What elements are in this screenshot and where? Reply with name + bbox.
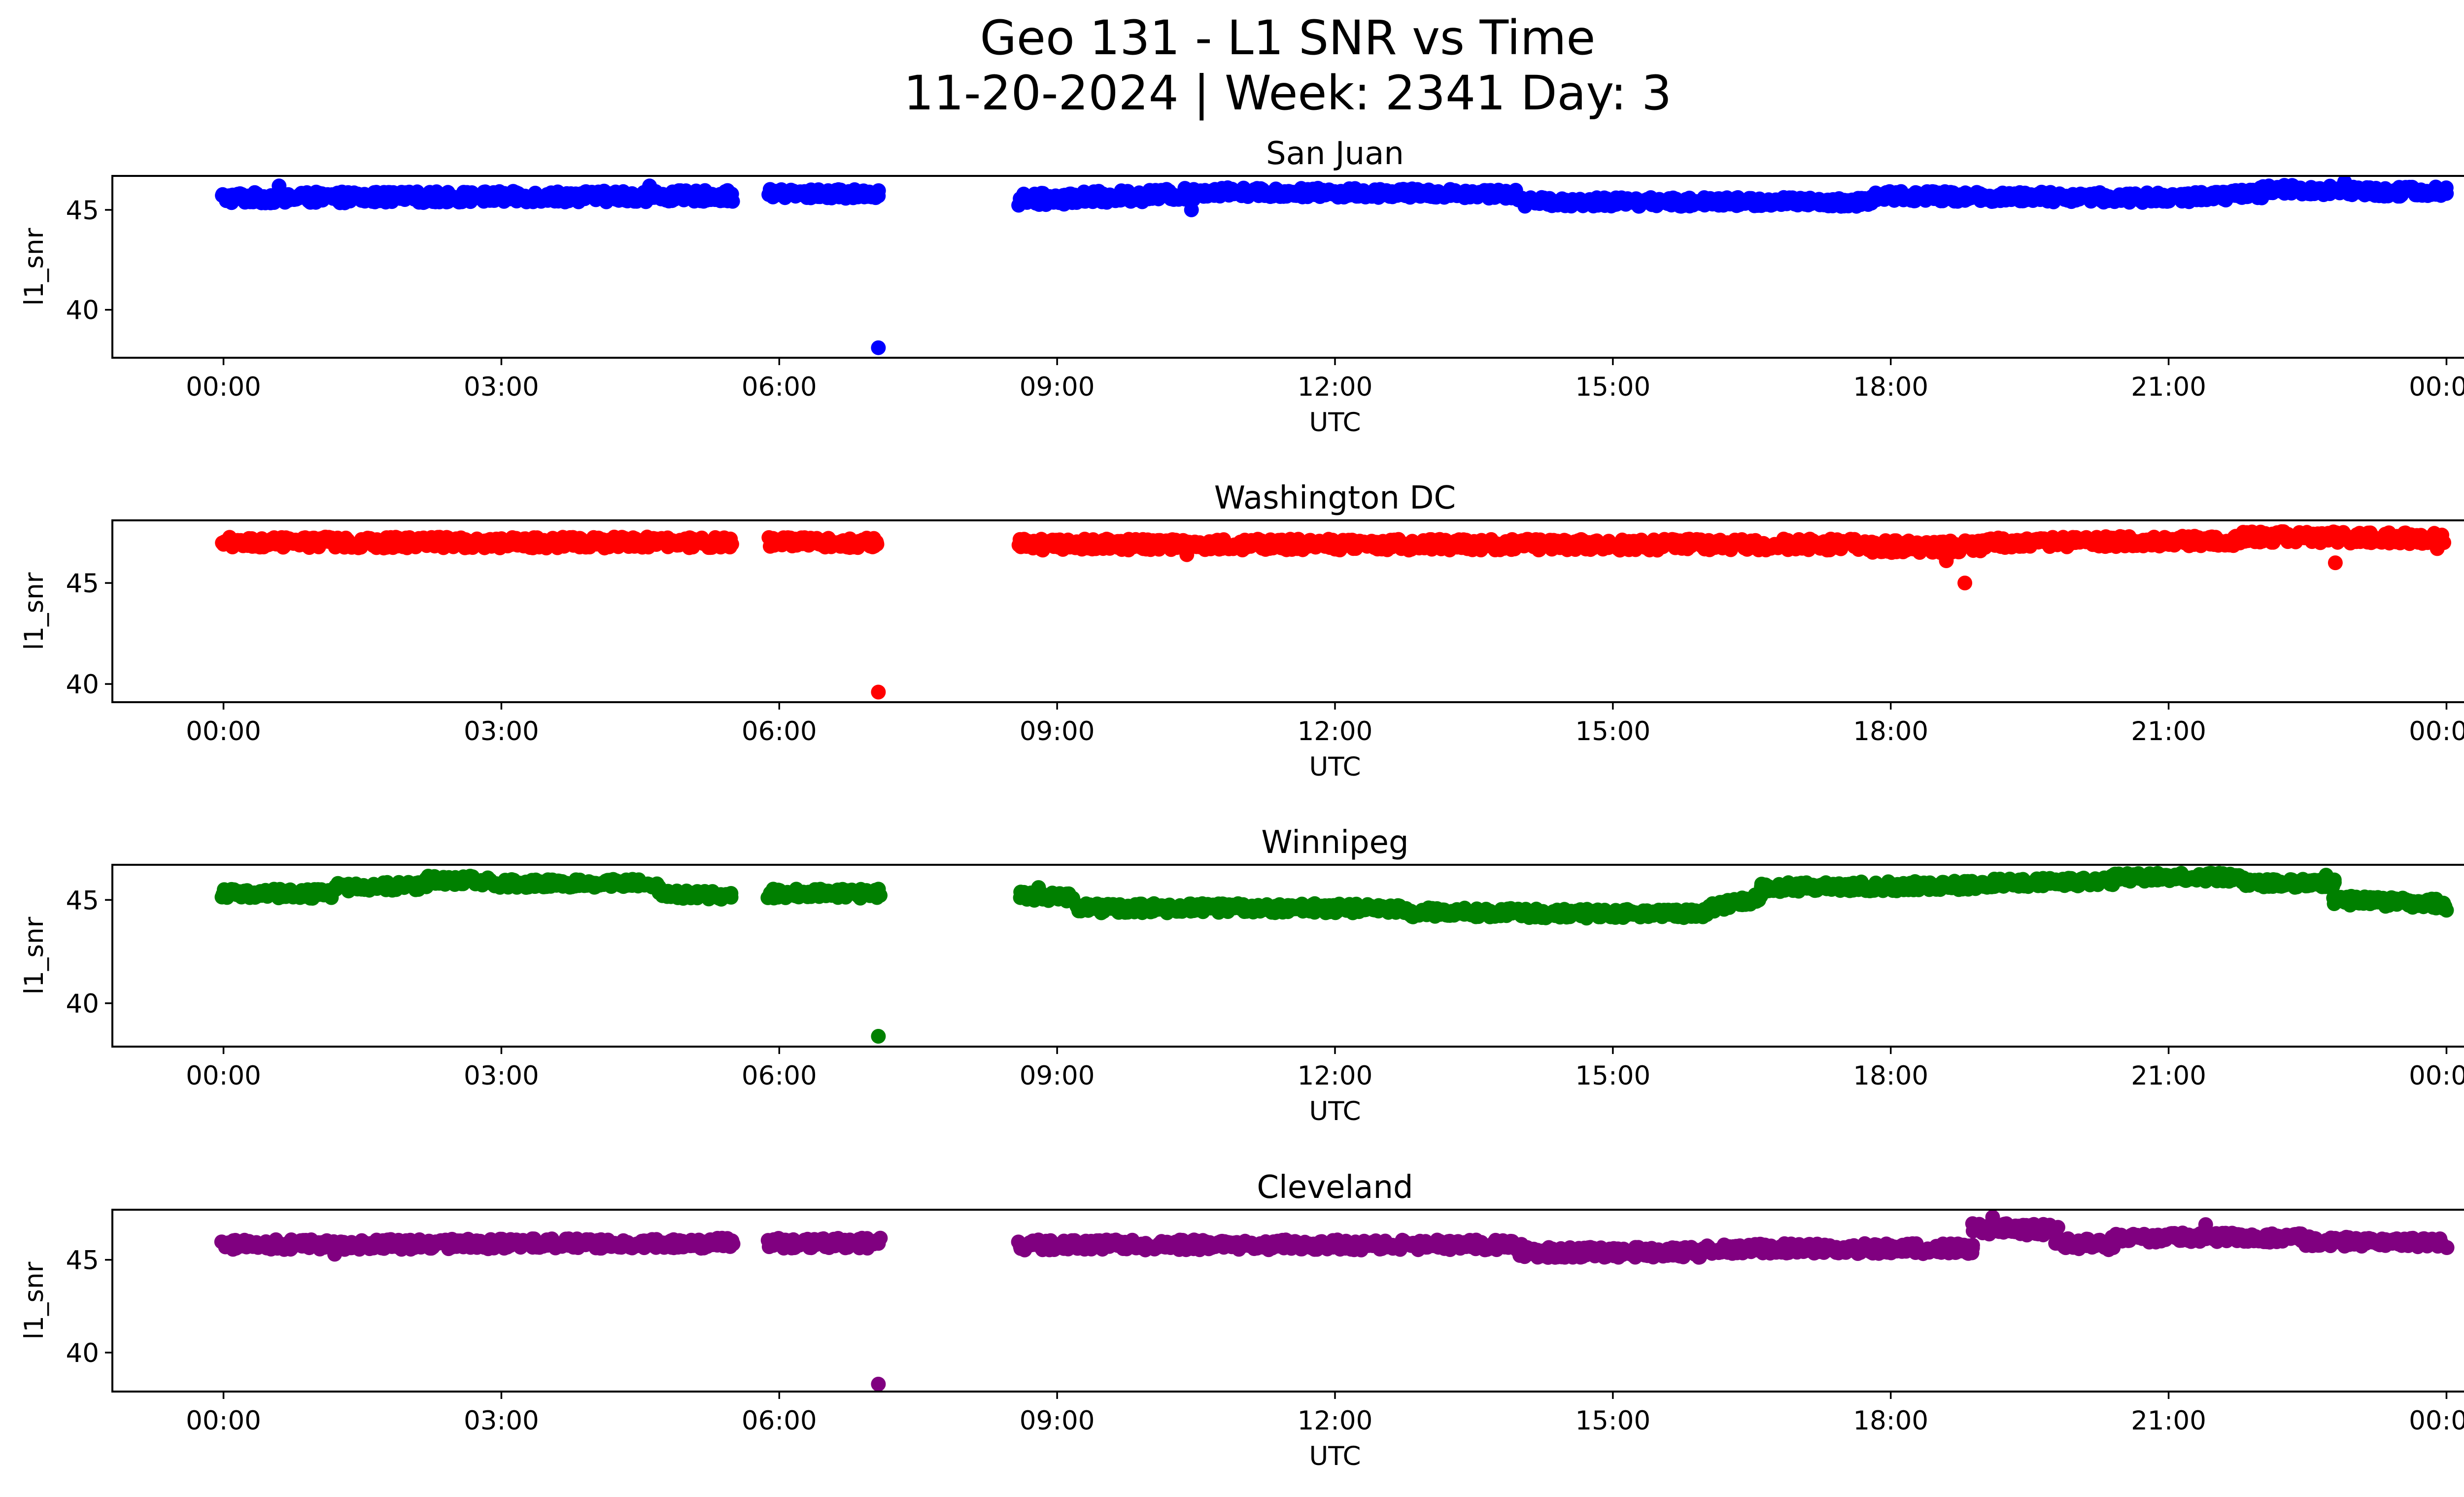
outlier-point bbox=[272, 178, 286, 193]
x-axis-label: UTC bbox=[1309, 752, 1361, 782]
x-tick-label: 21:00 bbox=[2131, 1061, 2206, 1091]
x-tick-label: 00:00 bbox=[2409, 716, 2464, 747]
x-axis-label: UTC bbox=[1309, 408, 1361, 438]
x-axis-label: UTC bbox=[1309, 1096, 1361, 1126]
y-tick-label: 45 bbox=[66, 569, 99, 599]
data-band-11 bbox=[1754, 874, 1990, 899]
x-tick-label: 06:00 bbox=[742, 372, 817, 402]
data-band-6 bbox=[1864, 184, 2176, 210]
outlier-point bbox=[871, 1029, 886, 1044]
x-tick-label: 12:00 bbox=[1298, 1061, 1373, 1091]
outlier-point bbox=[1184, 203, 1199, 217]
x-tick-label: 12:00 bbox=[1298, 372, 1373, 402]
outlier-point bbox=[871, 685, 886, 700]
data-band-2 bbox=[761, 530, 884, 555]
outlier-point bbox=[1939, 553, 1954, 568]
x-tick-label: 18:00 bbox=[1853, 716, 1928, 747]
outlier-point bbox=[871, 340, 886, 355]
x-tick-label: 15:00 bbox=[1575, 1061, 1650, 1091]
data-band-6 bbox=[760, 882, 888, 905]
data-point bbox=[726, 1236, 741, 1251]
data-point bbox=[721, 889, 736, 904]
x-tick-label: 09:00 bbox=[1020, 716, 1095, 747]
data-point bbox=[870, 537, 885, 552]
x-tick-label: 15:00 bbox=[1575, 372, 1650, 402]
y-axis-label: l1_snr bbox=[19, 917, 49, 994]
data-point bbox=[2439, 186, 2454, 201]
data-point bbox=[722, 532, 737, 546]
figure-title-line-2: 11-20-2024 | Week: 2341 Day: 3 bbox=[904, 66, 1672, 121]
outlier-point bbox=[1957, 576, 1972, 590]
x-tick-label: 09:00 bbox=[1020, 1061, 1095, 1091]
x-tick-label: 00:00 bbox=[186, 1061, 261, 1091]
figure-title-line-1: Geo 131 - L1 SNR vs Time bbox=[980, 10, 1596, 66]
data-band-2 bbox=[761, 1231, 888, 1256]
y-axis-label: l1_snr bbox=[19, 228, 49, 306]
x-tick-label: 00:00 bbox=[2409, 1061, 2464, 1091]
data-band-4 bbox=[1864, 533, 1990, 560]
outlier-point bbox=[2328, 555, 2343, 570]
outlier-point bbox=[2430, 541, 2445, 556]
data-band-3 bbox=[1012, 532, 1880, 558]
outlier-point bbox=[2439, 903, 2454, 918]
x-tick-label: 21:00 bbox=[2131, 716, 2206, 747]
x-tick-label: 03:00 bbox=[464, 716, 539, 747]
data-band-5 bbox=[1511, 190, 1879, 214]
x-tick-label: 06:00 bbox=[742, 716, 817, 747]
y-tick-label: 45 bbox=[66, 885, 99, 916]
outlier-point bbox=[1031, 880, 1046, 895]
y-axis-label: l1_snr bbox=[19, 572, 49, 650]
x-tick-label: 12:00 bbox=[1298, 716, 1373, 747]
x-tick-label: 18:00 bbox=[1853, 1061, 1928, 1091]
x-tick-label: 03:00 bbox=[464, 1061, 539, 1091]
x-tick-label: 06:00 bbox=[742, 1061, 817, 1091]
x-tick-label: 00:00 bbox=[186, 716, 261, 747]
data-band-9 bbox=[1400, 900, 1714, 925]
data-point bbox=[725, 194, 740, 209]
outlier-point bbox=[642, 178, 657, 193]
x-tick-label: 18:00 bbox=[1853, 372, 1928, 402]
x-tick-label: 09:00 bbox=[1020, 372, 1095, 402]
x-tick-label: 00:00 bbox=[186, 372, 261, 402]
y-tick-label: 40 bbox=[66, 296, 99, 326]
data-point bbox=[870, 890, 885, 905]
data-band-4 bbox=[483, 872, 666, 895]
x-tick-label: 21:00 bbox=[2131, 372, 2206, 402]
data-band-12 bbox=[1975, 871, 2120, 895]
subplot-title: Winnipeg bbox=[1261, 824, 1408, 861]
subplot-title: Washington DC bbox=[1214, 480, 1456, 516]
y-tick-label: 40 bbox=[66, 670, 99, 700]
data-band-13 bbox=[2105, 866, 2251, 888]
y-tick-label: 40 bbox=[66, 989, 99, 1019]
x-tick-label: 03:00 bbox=[464, 372, 539, 402]
data-band-8 bbox=[1069, 896, 1417, 920]
x-tick-label: 00:00 bbox=[2409, 372, 2464, 402]
x-tick-label: 15:00 bbox=[1575, 716, 1650, 747]
data-point bbox=[871, 189, 886, 204]
data-band-2 bbox=[761, 182, 886, 205]
outlier-point bbox=[1179, 547, 1194, 562]
outlier-point bbox=[2319, 868, 2333, 883]
y-tick-label: 45 bbox=[66, 196, 99, 226]
subplot-title: Cleveland bbox=[1257, 1169, 1413, 1206]
data-band-1 bbox=[214, 1231, 741, 1257]
subplot-title: San Juan bbox=[1266, 136, 1404, 172]
